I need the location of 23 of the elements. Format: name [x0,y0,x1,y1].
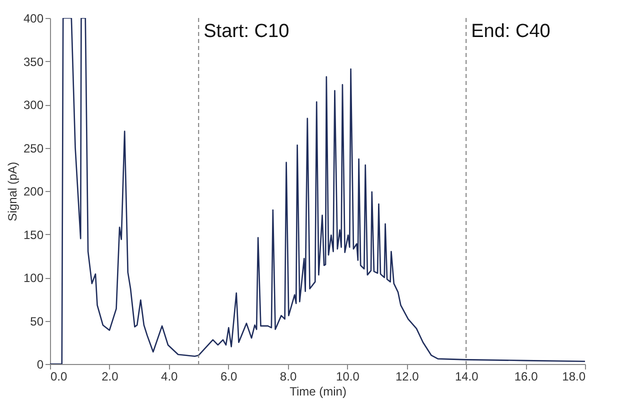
y-axis-title: Signal (pA) [5,162,20,222]
y-tick-label: 200 [23,184,44,198]
x-axis-title: Time (min) [290,384,346,398]
x-tick-label: 16.0 [514,370,538,384]
y-tick-label: 150 [23,228,44,242]
x-tick-label: 6.0 [220,370,238,384]
ref-line-label: Start: C10 [204,21,290,42]
y-tick-label: 50 [30,314,44,328]
x-tick-label: 2.0 [102,370,119,384]
x-tick-label: 12.0 [395,370,420,384]
x-tick-label: 8.0 [280,370,297,384]
y-tick-label: 350 [23,54,44,69]
x-tick-label: 14.0 [454,370,479,384]
y-tick-label: 400 [23,12,44,26]
y-tick-label: 250 [23,141,44,156]
y-tick-label: 300 [23,98,44,112]
y-tick-label: 0 [36,358,44,372]
y-tick-label: 100 [23,271,44,285]
x-tick-label: 0.0 [50,370,68,384]
x-tick-label: 4.0 [161,370,178,384]
x-tick-label: 18.0 [562,370,586,384]
ref-line-label: End: C40 [471,21,550,42]
x-tick-label: 10.0 [336,370,360,384]
